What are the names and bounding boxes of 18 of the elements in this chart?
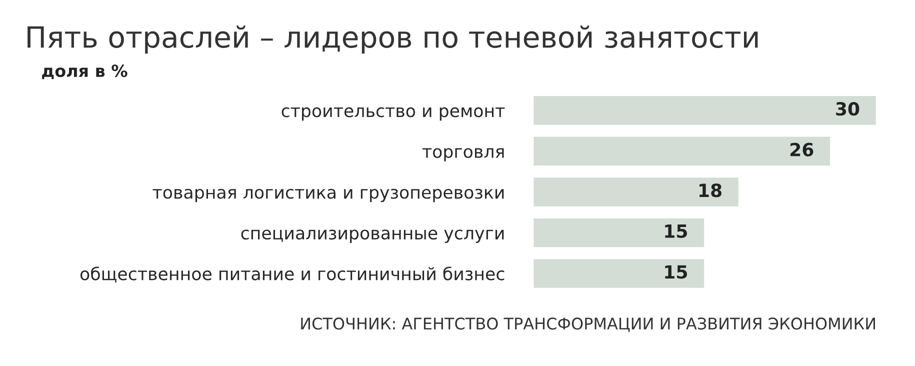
y-tick-label: торговля — [422, 148, 504, 162]
bar — [532, 94, 877, 126]
y-tick-label: строительство и ремонт — [282, 107, 505, 121]
chart-title: Пять отраслей – лидеров по теневой занятости — [28, 26, 758, 54]
data-label: 15 — [665, 265, 687, 279]
bar — [532, 216, 706, 249]
data-label: 15 — [665, 224, 687, 238]
y-tick-label: товарная логистика и грузоперевозки — [152, 188, 504, 202]
data-label: 30 — [836, 102, 860, 116]
y-tick-label: общественное питание и гостиничный бизнес — [80, 266, 504, 283]
text: доля в % — [42, 64, 128, 80]
data-label: 18 — [700, 184, 722, 198]
bar — [532, 176, 740, 208]
bar — [532, 135, 832, 167]
bar — [532, 258, 706, 290]
data-label: 26 — [790, 142, 814, 156]
y-tick-label: специализированные услуги — [241, 230, 504, 243]
text: ИСТОЧНИК: АГЕНТСТВО ТРАНСФОРМАЦИИ И РАЗВИТИЯ ЭКОНОМИКИ — [301, 318, 875, 332]
